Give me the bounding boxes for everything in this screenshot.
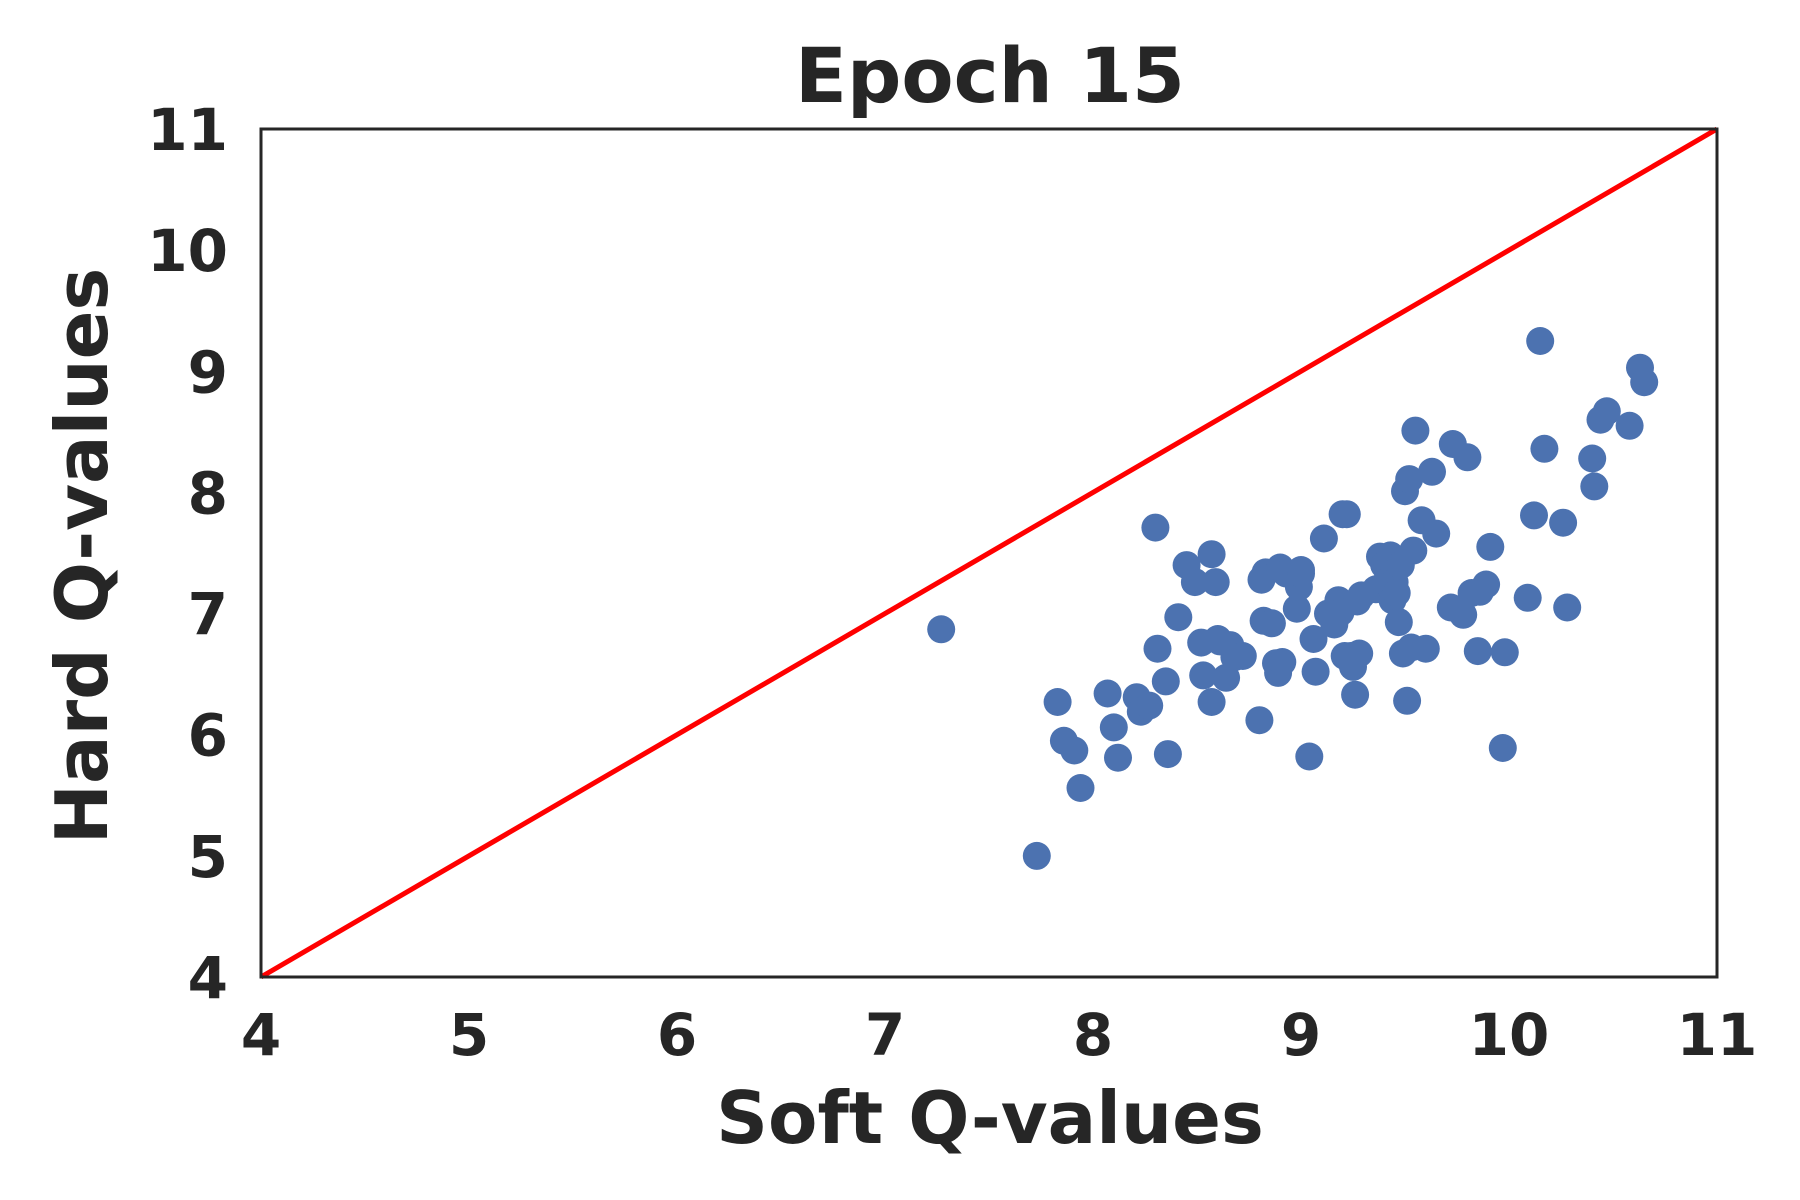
data-point (1453, 443, 1482, 472)
data-point (1201, 568, 1230, 597)
data-point (1060, 736, 1089, 765)
chart-title: Epoch 15 (795, 31, 1185, 120)
data-point (1345, 639, 1374, 668)
data-point (1245, 706, 1274, 735)
tick-labels: 4 5 6 7 8 9 10 11 4 5 6 7 8 9 10 11 (147, 96, 1757, 1069)
data-point (1135, 691, 1164, 720)
data-point (1093, 679, 1122, 708)
data-point (1066, 774, 1095, 802)
data-point (1449, 600, 1478, 629)
x-tick-label: 7 (865, 1001, 905, 1069)
data-point (1153, 740, 1182, 769)
y-tick-label: 10 (147, 217, 228, 285)
data-point (1341, 680, 1370, 709)
data-point (1099, 713, 1128, 742)
reference-line (259, 126, 1719, 980)
data-point (1393, 686, 1422, 715)
data-point (1615, 411, 1644, 440)
data-point (1141, 513, 1170, 542)
x-tick-label: 9 (1281, 1001, 1321, 1069)
data-point (1401, 416, 1430, 445)
data-point (1309, 524, 1338, 553)
y-tick-label: 8 (188, 459, 228, 527)
plot-frame (259, 127, 1719, 979)
data-point (927, 615, 956, 644)
data-point (1526, 327, 1555, 355)
data-point (1197, 688, 1226, 716)
x-tick-label: 8 (1073, 1001, 1113, 1069)
data-point (1580, 472, 1609, 501)
data-point (1630, 368, 1659, 397)
data-point (1490, 638, 1519, 667)
data-point (1268, 648, 1297, 676)
data-point (1332, 500, 1361, 529)
data-point (1151, 667, 1180, 696)
data-point (1043, 688, 1072, 716)
data-point (1472, 570, 1501, 599)
y-tick-label: 11 (147, 96, 228, 164)
data-point (1257, 609, 1286, 638)
data-point (1530, 434, 1559, 463)
x-tick-label: 5 (449, 1001, 489, 1069)
y-tick-label: 9 (188, 338, 228, 406)
data-point (1282, 594, 1311, 623)
data-point (1488, 734, 1517, 762)
data-point (1418, 457, 1446, 486)
data-point (1382, 579, 1411, 607)
data-point (1022, 841, 1051, 870)
data-point (1578, 444, 1607, 473)
y-tick-label: 4 (188, 944, 228, 1012)
data-point (1476, 532, 1505, 561)
x-tick-label: 6 (657, 1001, 697, 1069)
plot-area (259, 126, 1719, 980)
data-point (1180, 568, 1209, 597)
y-tick-label: 5 (188, 823, 228, 891)
data-point (1411, 634, 1440, 663)
data-point (1164, 603, 1193, 632)
data-point (1513, 583, 1542, 612)
data-point (1104, 743, 1132, 772)
data-point (1143, 634, 1172, 663)
data-point (1592, 397, 1621, 426)
x-tick-label: 10 (1469, 1001, 1550, 1069)
data-point (1549, 508, 1578, 537)
data-point (1228, 642, 1257, 670)
data-point (1287, 556, 1315, 584)
data-point (1295, 742, 1324, 771)
data-point (1301, 657, 1330, 686)
series-points (927, 327, 1659, 870)
data-point (1189, 661, 1218, 690)
data-point (1299, 625, 1328, 653)
data-point (1399, 536, 1428, 565)
data-point (1422, 519, 1451, 548)
data-point (1384, 608, 1413, 637)
data-point (1553, 593, 1582, 622)
y-tick-label: 7 (188, 581, 228, 649)
data-point (1197, 540, 1226, 569)
x-tick-label: 4 (241, 1001, 281, 1069)
data-point (1463, 637, 1492, 666)
y-axis-label: Hard Q-values (40, 268, 124, 845)
x-tick-label: 11 (1677, 1001, 1758, 1069)
data-point (1520, 501, 1548, 530)
data-point (1395, 465, 1424, 494)
y-tick-label: 6 (188, 702, 228, 770)
x-axis-label: Soft Q-values (716, 1076, 1264, 1160)
